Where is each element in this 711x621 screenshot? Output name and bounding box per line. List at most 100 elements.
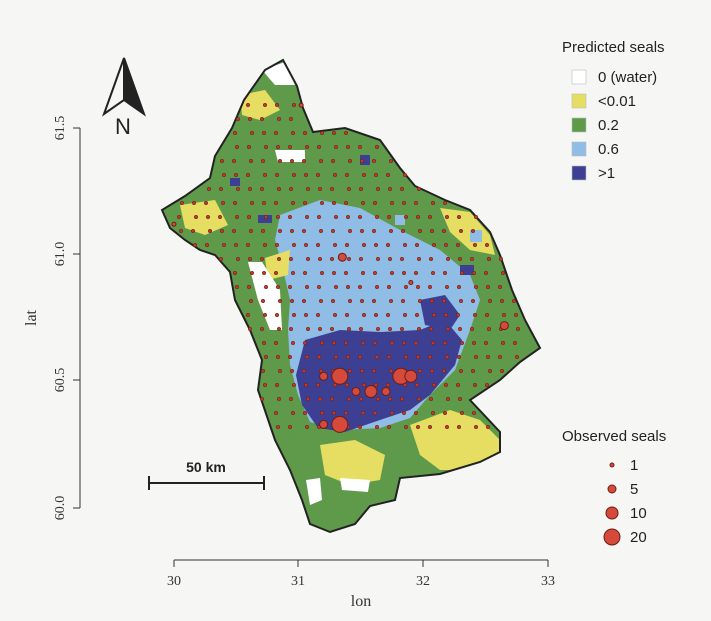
seal-point-small	[430, 410, 436, 416]
seal-point-small	[330, 298, 336, 304]
seal-observation	[319, 371, 329, 381]
seal-point-small	[315, 312, 321, 318]
seal-point-small	[247, 256, 253, 262]
seal-point-small	[346, 396, 352, 402]
seal-point-small	[275, 144, 281, 150]
seal-point-small	[319, 270, 325, 276]
seal-point-small	[259, 116, 265, 122]
seal-point-small	[231, 228, 237, 234]
seal-point-small	[374, 214, 380, 220]
seal-point-small	[416, 326, 422, 332]
seal-point-small	[315, 172, 321, 178]
seal-point-small	[330, 228, 336, 234]
seal-point-small	[205, 214, 211, 220]
y-tick-label: 60.0	[53, 496, 68, 521]
seal-point-small	[303, 312, 309, 318]
seal-observation	[331, 367, 349, 385]
seal-point-small	[275, 354, 281, 360]
seal-observation	[381, 386, 391, 396]
seal-point-small	[487, 298, 493, 304]
seal-point-small	[291, 242, 297, 248]
seal-point-small	[346, 326, 352, 332]
x-tick-label: 31	[291, 574, 305, 589]
seal-observation	[499, 321, 509, 331]
seal-point-small	[484, 242, 490, 248]
seal-point-small	[483, 270, 489, 276]
seal-point-small	[473, 214, 479, 220]
seal-point-small	[485, 284, 491, 290]
seal-point-small	[416, 186, 422, 192]
seal-point-small	[219, 228, 225, 234]
seal-point-small	[344, 172, 350, 178]
seal-point-small	[193, 214, 199, 220]
seal-point-small	[371, 298, 377, 304]
seal-point-small	[234, 144, 240, 150]
seal-point-small	[385, 382, 391, 388]
seal-point-small	[441, 298, 447, 304]
seal-point-small	[459, 410, 465, 416]
seal-point-small	[333, 354, 339, 360]
seal-point-small	[231, 158, 237, 164]
seal-point-small	[402, 172, 408, 178]
seal-point-small	[288, 326, 294, 332]
seal-point-small	[261, 270, 267, 276]
legend-swatch	[571, 117, 587, 133]
seal-point-small	[375, 396, 381, 402]
seal-point-small	[345, 214, 351, 220]
seal-point-small	[276, 116, 282, 122]
seal-point-small	[345, 144, 351, 150]
seal-point-small	[287, 214, 293, 220]
seal-point-small	[386, 354, 392, 360]
scale-bar: 50 km	[148, 459, 265, 490]
seal-point-small	[276, 326, 282, 332]
seal-point-small	[385, 312, 391, 318]
seal-point-small	[429, 228, 435, 234]
x-tick-label: 30	[167, 574, 181, 589]
seal-point-small	[387, 256, 393, 262]
seal-point-small	[218, 186, 224, 192]
seal-point-small	[360, 200, 366, 206]
seal-point-small	[359, 368, 365, 374]
seal-point-small	[302, 200, 308, 206]
seal-point-small	[430, 340, 436, 346]
seal-point-small	[317, 326, 323, 332]
seal-point-small	[431, 312, 437, 318]
seal-point-small	[232, 270, 238, 276]
seal-point-small	[262, 382, 268, 388]
seal-point-small	[291, 102, 297, 108]
seal-point-small	[344, 242, 350, 248]
seal-point-small	[346, 186, 352, 192]
x-tick-label: 32	[416, 574, 430, 589]
legend-label: <0.01	[598, 93, 636, 110]
seal-point-small	[374, 424, 380, 430]
seal-point-small	[472, 242, 478, 248]
seal-point-small	[261, 340, 267, 346]
seal-point-small	[245, 242, 251, 248]
legend-label: 0.6	[598, 141, 619, 158]
seal-point-small	[343, 200, 349, 206]
seal-point-small	[259, 256, 265, 262]
seal-point-small	[316, 354, 322, 360]
seal-point-small	[469, 326, 475, 332]
seal-point-small	[206, 186, 212, 192]
seal-point-small	[261, 200, 267, 206]
seal-point-small	[371, 158, 377, 164]
seal-point-small	[333, 284, 339, 290]
seal-point-small	[471, 340, 477, 346]
seal-point-small	[374, 284, 380, 290]
seal-point-small	[343, 410, 349, 416]
seal-point-small	[359, 158, 365, 164]
seal-point-small	[360, 410, 366, 416]
seal-point-small	[415, 354, 421, 360]
seal-point-small	[232, 130, 238, 136]
seal-point-small	[373, 312, 379, 318]
seal-point-small	[499, 368, 505, 374]
seal-point-small	[288, 116, 294, 122]
seal-point-small	[470, 298, 476, 304]
seal-point-small	[387, 186, 393, 192]
seal-point-small	[389, 200, 395, 206]
seal-point-small	[332, 312, 338, 318]
seal-point-small	[416, 396, 422, 402]
seal-point-small	[318, 158, 324, 164]
seal-point-small	[372, 200, 378, 206]
